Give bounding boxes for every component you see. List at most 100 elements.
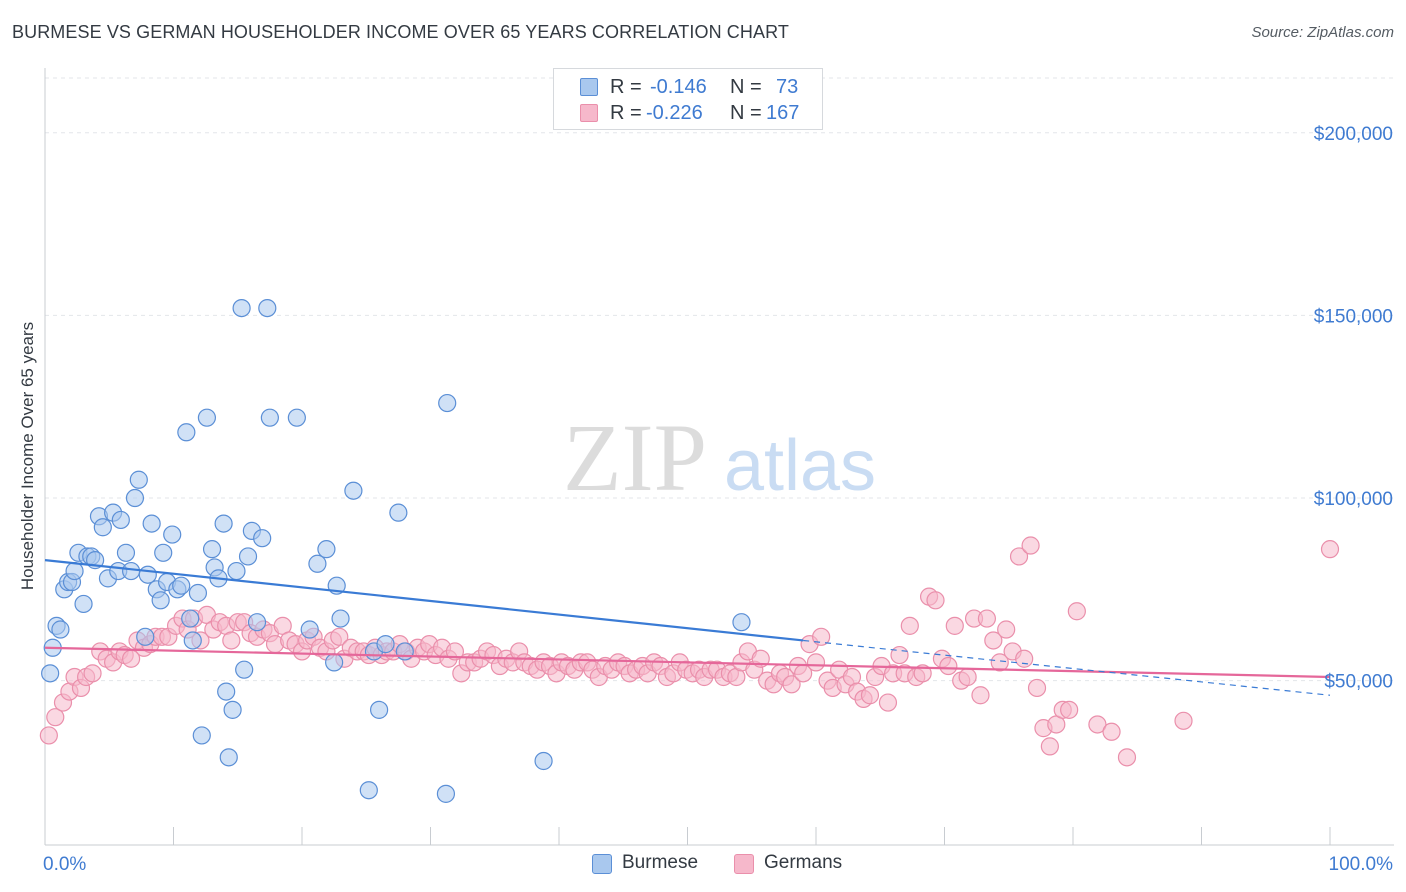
german-point-143 [926,591,945,610]
burmese-trend-line [44,559,804,642]
burmese-point-37 [192,726,211,745]
legend-r-label: R = [610,76,642,98]
burmese-point-43 [217,682,236,701]
burmese-point-32 [172,576,191,595]
german-point-168 [1117,748,1137,767]
watermark-zip: ZIP [563,404,707,511]
legend-n-label: N = [730,102,762,124]
burmese-point-51 [247,613,267,632]
german-point-169 [1174,711,1193,730]
german-point-164 [1060,700,1079,719]
burmese-point-39 [202,540,222,559]
burmese-point-72 [732,613,751,632]
burmese-point-61 [331,609,350,628]
legend-row-germans: R = -0.226 N = 167 [554,100,824,126]
german-point-139 [900,616,919,635]
y-tick-label-1: $100,000 [1314,489,1393,510]
burmese-legend-swatch [592,854,612,874]
german-point-1 [46,708,65,727]
burmese-point-21 [125,488,145,508]
germans-legend-swatch [734,854,754,874]
german-point-29 [222,631,241,650]
german-point-123 [806,653,826,672]
x-tick-label-max: 100.0% [1329,854,1394,875]
burmese-point-25 [142,514,161,533]
y-tick-label-2: $150,000 [1314,306,1393,327]
german-point-0 [39,726,58,745]
german-point-132 [860,686,880,705]
axes [44,68,1394,846]
burmese-point-14 [93,518,112,537]
burmese-point-38 [197,408,217,427]
burmese-point-7 [65,561,84,581]
grid-lines [45,77,1394,682]
y-tick-label-3: $200,000 [1314,124,1393,145]
german-point-165 [1067,602,1086,621]
burmese-point-33 [177,423,196,442]
trend-lines [44,559,1331,696]
source-label: Source: ZipAtlas.com [1251,24,1394,41]
burmese-point-46 [227,561,246,581]
burmese-legend-label: Burmese [622,852,699,873]
burmese-point-30 [163,525,182,544]
burmese-point-71 [534,751,553,771]
burmese-point-53 [258,299,277,318]
burmese-point-19 [116,543,136,562]
german-point-137 [890,645,909,665]
legend-row-burmese: R = -0.146 N = 73 [554,74,824,100]
burmese-point-58 [317,540,336,559]
german-point-150 [971,686,990,705]
legend-n-value: 73 [776,76,799,98]
german-point-146 [945,616,964,635]
burmese-point-67 [389,503,408,522]
legend-n-value: 167 [766,102,800,124]
german-point-145 [939,656,958,676]
german-point-154 [997,620,1016,639]
german-point-153 [990,653,1009,672]
burmese-point-3 [51,620,70,639]
burmese-point-34 [181,609,200,628]
burmese-trend-extension [803,639,1331,696]
burmese-point-56 [300,620,319,639]
watermark-atlas: atlas [724,426,876,506]
burmese-point-59 [325,653,344,672]
burmese-point-49 [238,547,258,566]
german-point-166 [1088,715,1107,734]
german-point-46 [330,627,349,646]
german-point-158 [1021,536,1040,555]
burmese-point-65 [370,700,389,719]
legend-r-value: -0.146 [650,76,707,98]
burmese-point-27 [151,591,170,610]
burmese-point-54 [260,408,279,427]
burmese-point-69 [438,393,457,413]
german-point-159 [1027,678,1047,698]
german-point-124 [812,627,831,646]
burmese-point-42 [214,514,233,533]
german-point-156 [1009,547,1029,566]
burmese-point-9 [74,594,93,614]
german-point-170 [1320,540,1340,559]
legend-r-label: R = [610,102,642,124]
german-point-152 [984,631,1003,650]
burmese-point-0 [41,664,60,683]
legend-r-value: -0.226 [646,102,703,124]
burmese-point-52 [253,529,272,548]
burmese-point-23 [136,627,155,646]
burmese-point-63 [359,781,378,800]
x-tick-label-min: 0.0% [43,854,86,875]
burmese-point-24 [138,565,157,584]
y-tick-label-0: $50,000 [1324,672,1393,693]
german-point-167 [1102,722,1121,741]
burmese-point-18 [111,510,130,530]
german-point-157 [1015,649,1034,668]
y-axis-label: Householder Income Over 65 years [18,321,37,591]
burmese-point-28 [154,543,173,562]
german-point-135 [878,693,898,712]
german-point-161 [1040,737,1059,756]
burmese-point-68 [395,642,414,661]
legend-n-label: N = [730,76,762,98]
german-point-7 [83,664,102,683]
burmese-point-48 [235,660,254,679]
burmese-point-20 [121,561,141,581]
